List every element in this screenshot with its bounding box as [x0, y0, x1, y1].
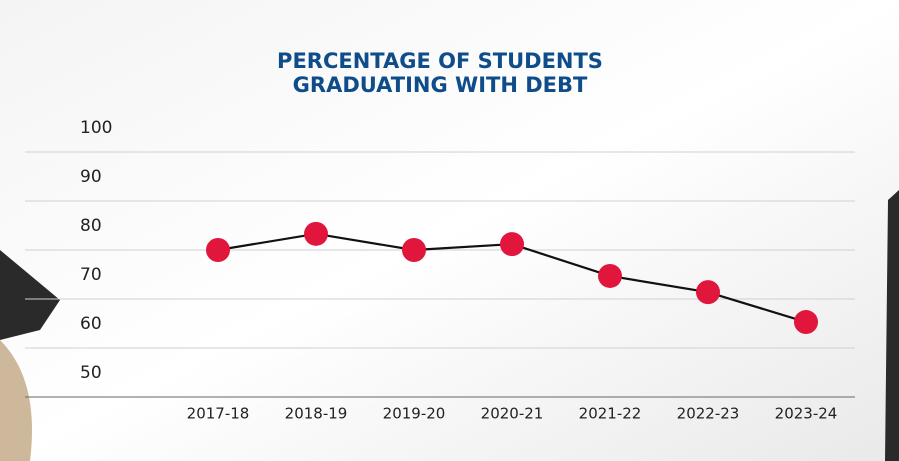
- cap-decoration: [0, 250, 60, 340]
- chart-title: GRADUATING WITH DEBT: [293, 73, 588, 97]
- chart-title: PERCENTAGE OF STUDENTS: [277, 49, 603, 73]
- data-point: [206, 238, 230, 262]
- x-tick-label: 2022-23: [677, 405, 740, 423]
- x-tick-label: 2023-24: [775, 405, 838, 423]
- hair-decoration: [0, 340, 32, 461]
- y-tick-label: 60: [80, 314, 102, 334]
- y-tick-label: 90: [80, 167, 102, 187]
- y-tick-label: 80: [80, 216, 102, 236]
- data-point: [500, 232, 524, 257]
- data-point: [598, 263, 622, 288]
- x-tick-label: 2020-21: [481, 405, 544, 423]
- x-tick-label: 2021-22: [579, 405, 642, 423]
- right-decoration: [885, 190, 899, 461]
- x-tick-label: 2018-19: [285, 405, 348, 423]
- data-point: [402, 238, 426, 262]
- y-tick-label: 70: [80, 265, 102, 285]
- x-tick-label: 2019-20: [383, 405, 446, 423]
- x-tick-label: 2017-18: [187, 405, 250, 423]
- y-tick-label: 100: [80, 118, 112, 138]
- data-point: [304, 221, 328, 246]
- data-point: [794, 310, 818, 335]
- y-tick-label: 50: [80, 363, 102, 383]
- data-point: [696, 280, 720, 305]
